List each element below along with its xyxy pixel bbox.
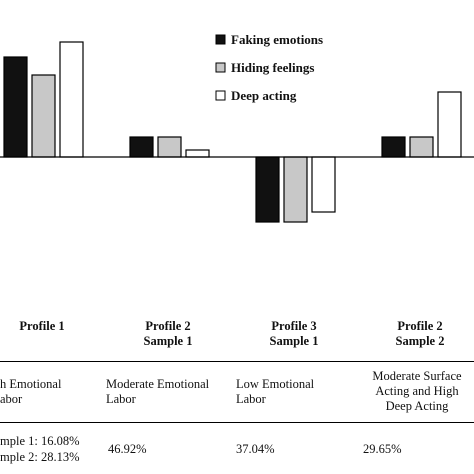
- bar-deep-acting-3: [311, 156, 336, 213]
- table-rule-middle: [0, 422, 474, 423]
- profile-description-2: Moderate Emotional Labor: [106, 377, 210, 406]
- legend-label-1: Faking emotions: [231, 32, 323, 47]
- profile-percentage-3: 37.04%: [236, 442, 275, 456]
- legend-label-3: Deep acting: [231, 88, 297, 103]
- profile-percentage-4: 29.65%: [363, 442, 402, 456]
- bar-hiding-feelings-2: [157, 136, 182, 158]
- legend-swatch-2: [215, 62, 226, 73]
- bar-faking-emotions-2: [129, 136, 154, 158]
- category-label-3: Profile 3 Sample 1: [269, 319, 319, 348]
- bar-hiding-feelings-3: [283, 156, 308, 223]
- profile-description-3: Low Emotional Labor: [236, 377, 315, 406]
- legend: Faking emotions Hiding feelings Deep actin…: [215, 32, 323, 103]
- category-label-4: Profile 2 Sample 2: [395, 319, 445, 348]
- bar-deep-acting-4: [437, 91, 462, 158]
- bar-hiding-feelings-4: [409, 136, 434, 158]
- profile-percentage-2: 46.92%: [108, 442, 147, 456]
- legend-swatch-1: [215, 34, 226, 45]
- bar-faking-emotions-1: [3, 56, 28, 158]
- profile-percentage-1: mple 1: 16.08% mple 2: 28.13%: [0, 434, 80, 464]
- category-label-1: Profile 1: [19, 319, 65, 333]
- profile-description-1: h Emotional abor: [0, 377, 62, 406]
- bar-deep-acting-2: [185, 149, 210, 158]
- table-rule-top: [0, 361, 474, 362]
- bar-deep-acting-1: [59, 41, 84, 158]
- bar-chart: Faking emotions Hiding feelings Deep actin…: [0, 32, 474, 223]
- bars-group: [3, 41, 462, 223]
- bar-hiding-feelings-1: [31, 74, 56, 158]
- category-label-2: Profile 2 Sample 1: [143, 319, 193, 348]
- bar-faking-emotions-4: [381, 136, 406, 158]
- bar-faking-emotions-3: [255, 156, 280, 223]
- legend-swatch-3: [215, 90, 226, 101]
- legend-label-2: Hiding feelings: [231, 60, 314, 75]
- profile-description-4: Moderate Surface Acting and High Deep Ac…: [372, 369, 462, 413]
